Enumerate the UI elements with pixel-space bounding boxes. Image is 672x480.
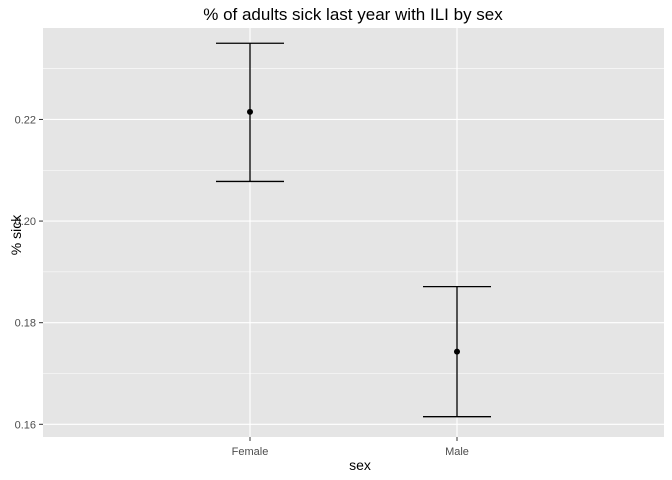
x-axis: Female Male	[232, 437, 469, 458]
y-tick-label: 0.22	[15, 114, 36, 126]
y-axis: 0.16 0.18 0.20 0.22	[15, 114, 43, 431]
x-tick-label: Female	[232, 446, 269, 458]
plot-panel	[43, 28, 664, 437]
x-axis-label: sex	[349, 457, 371, 473]
y-tick-label: 0.16	[15, 419, 36, 431]
data-point	[454, 348, 460, 355]
chart-marks	[216, 42, 491, 418]
y-tick-label: 0.18	[15, 318, 36, 330]
x-tick-label: Male	[445, 446, 469, 458]
y-axis-label: % sick	[8, 214, 24, 255]
data-point	[247, 108, 253, 115]
y-tick-label: 0.20	[15, 216, 36, 228]
chart-title: % of adults sick last year with ILI by s…	[203, 5, 503, 24]
grid-minor	[43, 68, 664, 374]
